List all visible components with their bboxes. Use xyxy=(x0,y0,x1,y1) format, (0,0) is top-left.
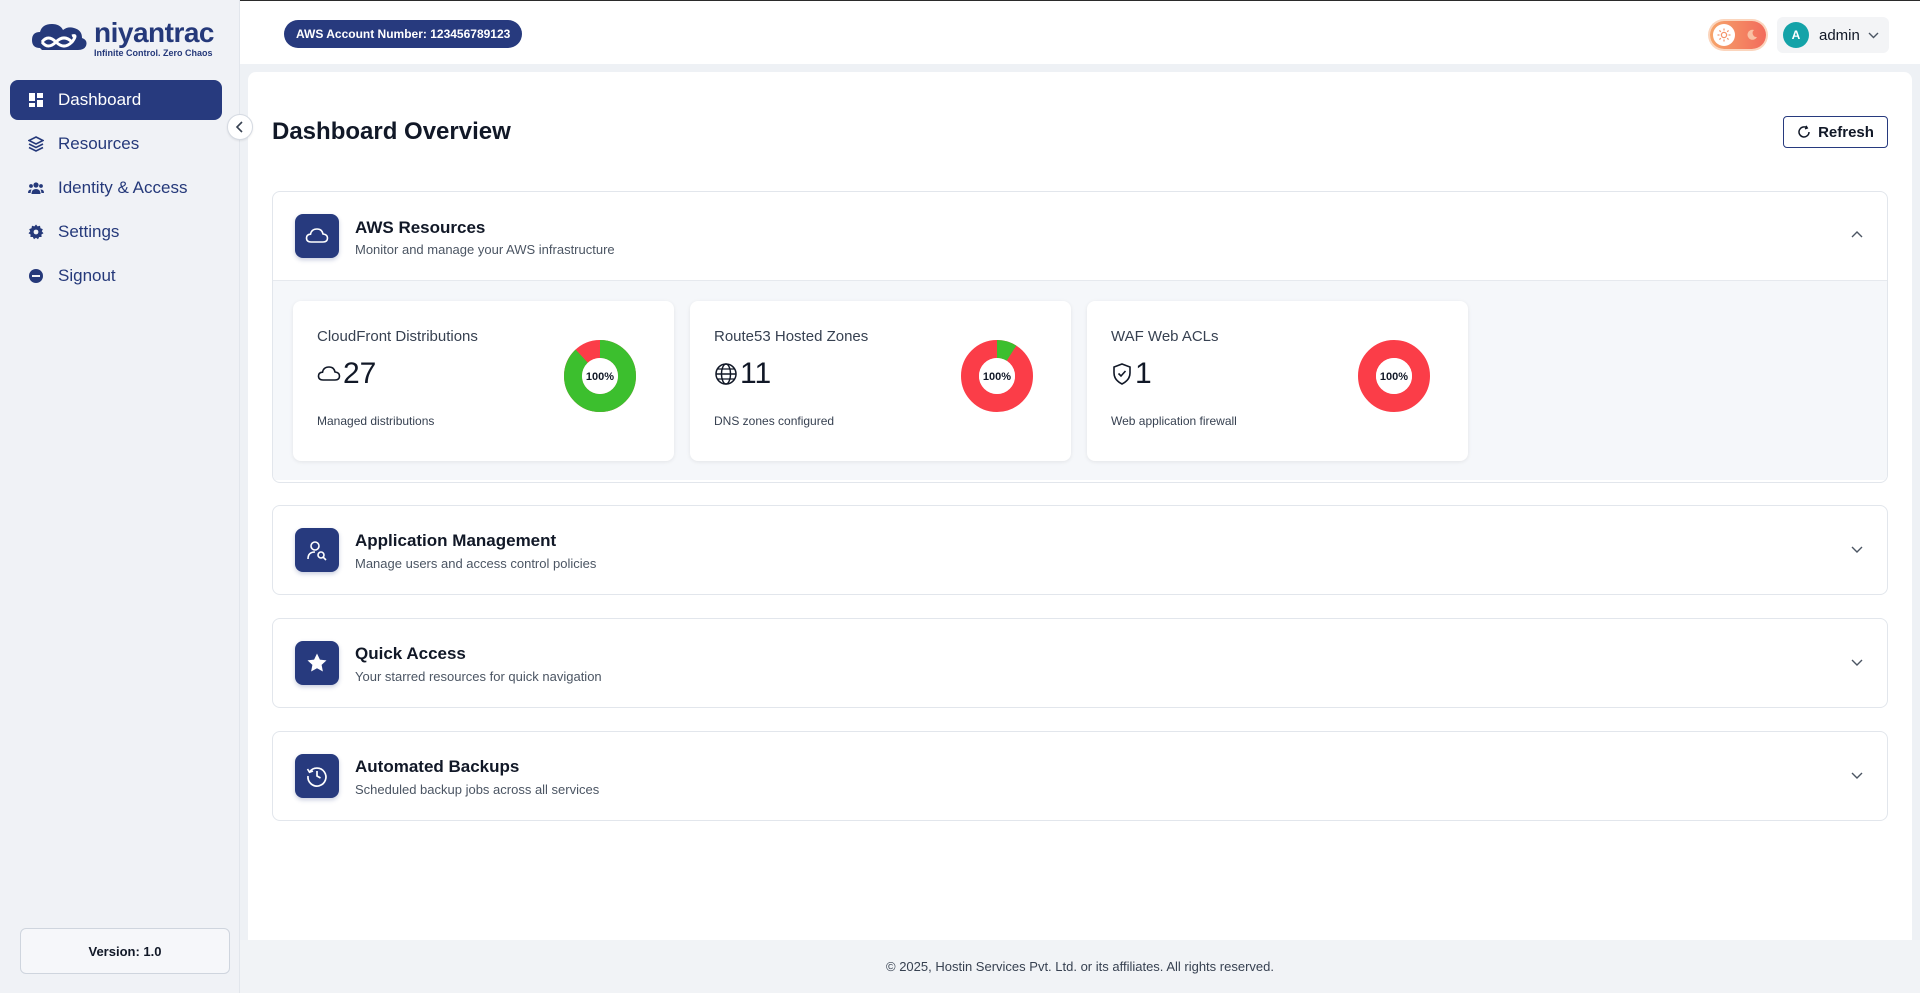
theme-toggle[interactable] xyxy=(1710,21,1766,49)
chevron-left-icon xyxy=(235,121,243,133)
section-application-management-header[interactable]: Application Management Manage users and … xyxy=(273,506,1887,594)
sidebar-item-dashboard[interactable]: Dashboard xyxy=(10,80,222,120)
sidebar-collapse-button[interactable] xyxy=(227,114,253,140)
star-icon xyxy=(307,653,327,672)
layers-icon xyxy=(28,136,44,152)
sun-icon xyxy=(1717,28,1731,42)
section-icon xyxy=(295,754,339,798)
section-title: Application Management xyxy=(355,531,557,550)
refresh-label: Refresh xyxy=(1818,123,1874,141)
section-quick-access-header[interactable]: Quick Access Your starred resources for … xyxy=(273,619,1887,707)
card-cloudfront[interactable]: CloudFront Distributions 27 Managed dist… xyxy=(293,301,674,461)
chevron-down-icon[interactable] xyxy=(1851,772,1863,780)
card-value: 27 xyxy=(343,357,377,390)
brand-name: niyantrac xyxy=(94,16,215,48)
donut-hole xyxy=(582,358,618,394)
section-title: Quick Access xyxy=(355,644,466,663)
sidebar-item-settings[interactable]: Settings xyxy=(10,212,222,252)
card-title: CloudFront Distributions xyxy=(317,328,478,345)
version-badge: Version: 1.0 xyxy=(20,928,230,974)
shield-check-icon xyxy=(1113,363,1131,385)
chevron-down-icon xyxy=(1868,32,1879,38)
brand-tagline: Infinite Control. Zero Chaos xyxy=(94,47,213,58)
page-title: Dashboard Overview xyxy=(272,118,511,145)
section-title: Automated Backups xyxy=(355,757,520,776)
chevron-down-icon[interactable] xyxy=(1851,659,1863,667)
section-subtitle: Monitor and manage your AWS infrastructu… xyxy=(355,242,615,257)
status-donut-chart: 100% xyxy=(564,340,636,412)
globe-icon xyxy=(715,363,737,385)
card-title: Route53 Hosted Zones xyxy=(714,328,869,345)
card-waf[interactable]: WAF Web ACLs 1 Web application firewall … xyxy=(1087,301,1468,461)
section-subtitle: Manage users and access control policies xyxy=(355,556,597,571)
section-aws-resources-header[interactable]: AWS Resources Monitor and manage your AW… xyxy=(273,192,1887,280)
card-description: DNS zones configured xyxy=(714,414,835,428)
donut-label: 100% xyxy=(983,371,1011,383)
sidebar-item-label: Resources xyxy=(58,134,140,153)
sidebar: niyantrac Infinite Control. Zero Chaos D… xyxy=(0,0,240,993)
signout-icon xyxy=(29,269,43,283)
footer: © 2025, Hostin Services Pvt. Ltd. or its… xyxy=(240,940,1920,993)
brand-logo[interactable]: niyantrac Infinite Control. Zero Chaos xyxy=(30,16,215,58)
cloud-icon xyxy=(305,228,329,243)
card-value: 1 xyxy=(1135,357,1152,390)
top-bar: AWS Account Number: 123456789123 A admin xyxy=(240,0,1920,64)
section-subtitle: Your starred resources for quick navigat… xyxy=(355,669,602,684)
theme-toggle-knob xyxy=(1713,24,1735,46)
refresh-button[interactable]: Refresh xyxy=(1783,116,1888,148)
section-icon xyxy=(295,214,339,258)
moon-icon xyxy=(1747,29,1757,40)
chevron-up-icon[interactable] xyxy=(1851,230,1863,238)
cloud-icon xyxy=(317,366,341,381)
gear-icon xyxy=(28,224,44,240)
section-title: AWS Resources xyxy=(355,218,486,237)
card-route53[interactable]: Route53 Hosted Zones 11 DNS zones config… xyxy=(690,301,1071,461)
main-content: Dashboard Overview Refresh AWS Resources… xyxy=(248,72,1912,940)
sidebar-nav: Dashboard Resources Identity & Access Se… xyxy=(10,80,222,300)
donut-segment-good xyxy=(961,340,1033,412)
avatar: A xyxy=(1783,22,1809,48)
donut-label: 100% xyxy=(586,371,614,383)
clock-history-icon xyxy=(306,767,327,787)
user-search-icon xyxy=(307,541,327,561)
sidebar-item-label: Dashboard xyxy=(58,90,142,109)
refresh-icon xyxy=(1798,125,1810,138)
card-title: WAF Web ACLs xyxy=(1111,328,1219,345)
section-icon xyxy=(295,641,339,685)
section-icon xyxy=(295,528,339,572)
section-application-management: Application Management Manage users and … xyxy=(272,505,1888,595)
user-menu[interactable]: A admin xyxy=(1777,17,1889,53)
donut-hole xyxy=(979,358,1015,394)
donut-segment-bad xyxy=(1358,340,1430,412)
card-value: 11 xyxy=(740,357,772,390)
card-description: Managed distributions xyxy=(317,414,435,428)
section-automated-backups-header[interactable]: Automated Backups Scheduled backup jobs … xyxy=(273,732,1887,820)
donut-segment-good xyxy=(564,340,636,412)
users-icon xyxy=(28,182,44,194)
section-aws-resources: AWS Resources Monitor and manage your AW… xyxy=(272,191,1888,483)
sidebar-item-label: Signout xyxy=(58,266,116,285)
section-automated-backups: Automated Backups Scheduled backup jobs … xyxy=(272,731,1888,821)
sidebar-item-signout[interactable]: Signout xyxy=(10,256,222,296)
card-description: Web application firewall xyxy=(1111,414,1237,428)
sidebar-item-label: Identity & Access xyxy=(58,178,188,197)
infinity-cloud-logo-icon xyxy=(32,24,87,50)
grid-icon xyxy=(29,93,43,107)
donut-label: 100% xyxy=(1380,371,1408,383)
sidebar-item-identity-access[interactable]: Identity & Access xyxy=(10,168,222,208)
section-quick-access: Quick Access Your starred resources for … xyxy=(272,618,1888,708)
section-aws-resources-body: CloudFront Distributions 27 Managed dist… xyxy=(273,280,1887,480)
status-donut-chart: 100% xyxy=(1358,340,1430,412)
user-name: admin xyxy=(1819,26,1860,44)
chevron-down-icon[interactable] xyxy=(1851,546,1863,554)
aws-account-badge: AWS Account Number: 123456789123 xyxy=(284,20,523,48)
sidebar-item-label: Settings xyxy=(58,222,120,241)
section-subtitle: Scheduled backup jobs across all service… xyxy=(355,782,600,797)
sidebar-item-resources[interactable]: Resources xyxy=(10,124,222,164)
status-donut-chart: 100% xyxy=(961,340,1033,412)
donut-hole xyxy=(1376,358,1412,394)
